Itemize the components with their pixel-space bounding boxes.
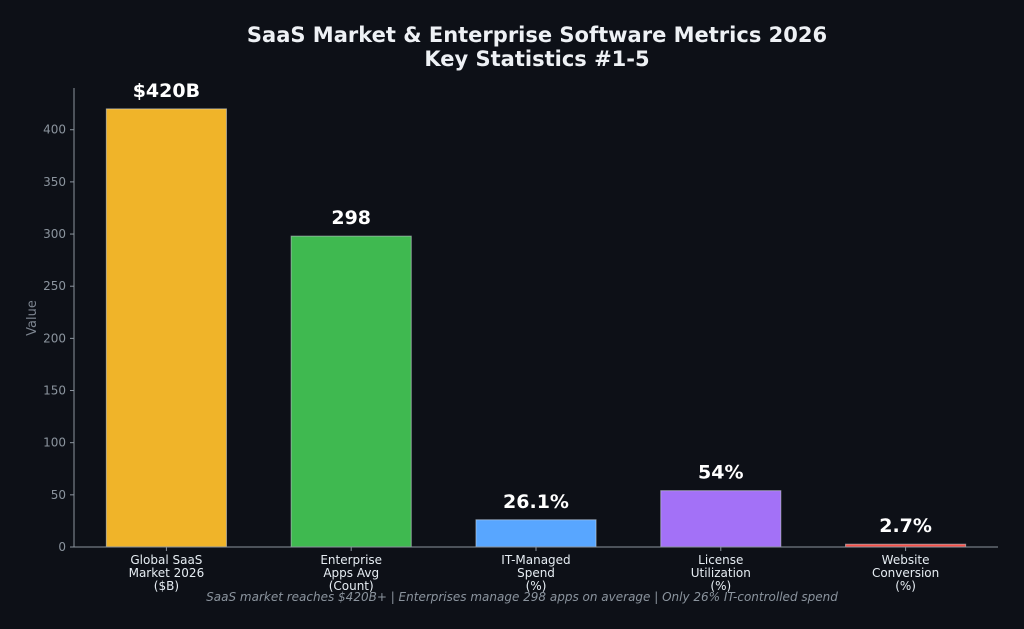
x-tick-label-2: Enterprise <box>320 553 382 567</box>
chart-footnote: SaaS market reaches $420B+ | Enterprises… <box>206 590 838 604</box>
y-tick-label: 150 <box>43 384 66 398</box>
y-tick-label: 300 <box>43 227 66 241</box>
value-label-3: 26.1% <box>503 491 569 513</box>
value-label-4: 54% <box>698 462 743 484</box>
y-axis-ticks: 0 50 100 150 200 250 300 350 400 <box>43 123 74 554</box>
x-tick-label-2: Apps Avg <box>323 566 379 580</box>
x-tick-label-5: (%) <box>895 579 916 593</box>
y-tick-label: 200 <box>43 331 66 345</box>
bars-group <box>105 108 967 548</box>
bar-2 <box>290 235 412 548</box>
bar-3 <box>475 519 597 548</box>
bar-4 <box>660 490 782 548</box>
x-tick-label-1: Global SaaS <box>130 553 202 567</box>
x-tick-label-3: (%) <box>526 579 547 593</box>
x-tick-label-4: License <box>698 553 743 567</box>
y-tick-label: 400 <box>43 123 66 137</box>
value-labels-group: $420B 298 26.1% 54% 2.7% <box>133 80 932 537</box>
x-tick-label-5: Website <box>882 553 930 567</box>
y-tick-label: 100 <box>43 436 66 450</box>
x-tick-label-1: Market 2026 <box>129 566 205 580</box>
y-tick-label: 50 <box>51 488 66 502</box>
y-tick-label: 0 <box>58 540 66 554</box>
chart-title-line2: Key Statistics #1-5 <box>424 47 649 71</box>
x-tick-label-3: Spend <box>517 566 555 580</box>
value-label-1: $420B <box>133 80 200 102</box>
y-axis-label: Value <box>25 300 40 336</box>
y-tick-label: 350 <box>43 175 66 189</box>
value-label-2: 298 <box>331 207 371 229</box>
bar-1 <box>105 108 227 548</box>
x-tick-label-4: (%) <box>710 579 731 593</box>
chart-title-line1: SaaS Market & Enterprise Software Metric… <box>247 23 827 47</box>
x-tick-label-1: ($B) <box>154 579 179 593</box>
x-tick-label-2: (Count) <box>329 579 374 593</box>
x-tick-label-4: Utilization <box>691 566 751 580</box>
x-tick-label-5: Conversion <box>872 566 939 580</box>
value-label-5: 2.7% <box>879 515 932 537</box>
x-tick-label-3: IT-Managed <box>501 553 570 567</box>
y-tick-label: 250 <box>43 279 66 293</box>
